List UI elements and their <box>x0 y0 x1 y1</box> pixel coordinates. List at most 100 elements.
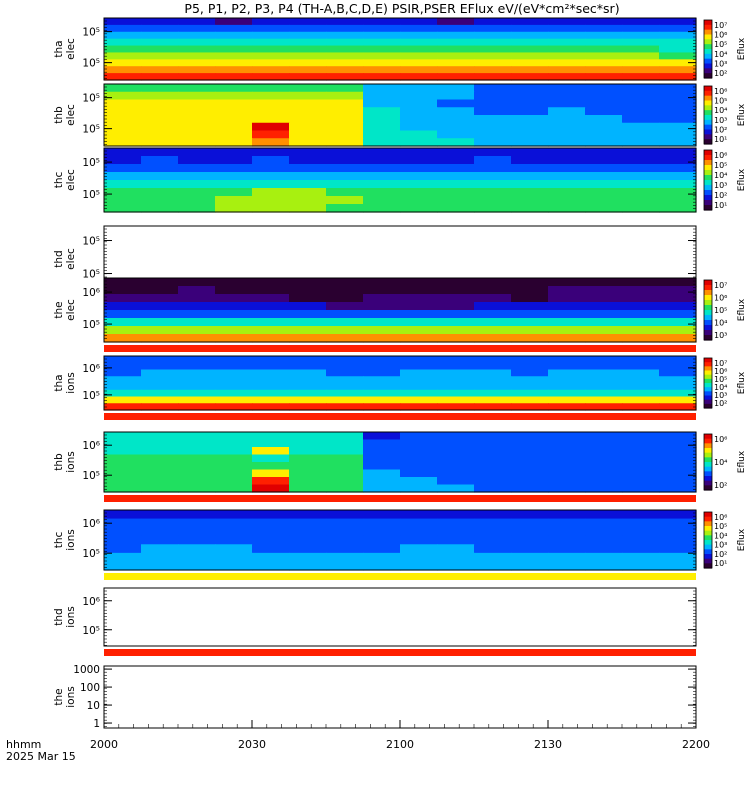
y-tick-label: 10⁵ <box>82 548 100 560</box>
heatmap-cell <box>178 73 216 81</box>
heatmap-cell <box>511 369 549 377</box>
heatmap-cell <box>252 38 290 47</box>
heatmap-cell <box>215 156 253 165</box>
heatmap-cell <box>659 204 697 213</box>
heatmap-cell <box>511 403 549 411</box>
colorbar-tick-label: 10⁷ <box>714 359 727 368</box>
heatmap-cell <box>363 518 401 528</box>
heatmap-cell <box>178 107 216 116</box>
colorbar-frame <box>703 511 713 569</box>
heatmap-cell <box>326 278 364 287</box>
heatmap-cell <box>141 510 179 520</box>
heatmap-cell <box>548 477 586 486</box>
heatmap-cell <box>252 362 290 371</box>
heatmap-cell <box>474 148 512 157</box>
heatmap-cell <box>252 122 290 132</box>
heatmap-cell <box>289 376 327 384</box>
probe-label: thd <box>53 608 65 625</box>
y-tick-label: 10⁶ <box>82 596 100 608</box>
heatmap-cell <box>511 148 549 157</box>
heatmap-cell <box>141 45 179 54</box>
colorbar-segment <box>704 457 712 463</box>
heatmap-cell <box>252 518 290 528</box>
heatmap-cell <box>622 148 660 157</box>
heatmap-cell <box>400 45 438 54</box>
colorbar-tick-label: 10⁵ <box>714 522 727 531</box>
heatmap-cell <box>659 356 697 364</box>
heatmap-cell <box>548 389 586 398</box>
heatmap-cell <box>178 389 216 398</box>
heatmap-cell <box>141 439 179 448</box>
heatmap-cell <box>326 544 364 554</box>
heatmap-cell <box>363 38 401 47</box>
heatmap-cell <box>400 130 438 139</box>
heatmap-cell <box>141 172 179 181</box>
heatmap-cell <box>474 376 512 384</box>
heatmap-cell <box>511 362 549 371</box>
heatmap-cell <box>363 552 401 563</box>
heatmap-cell <box>141 469 179 478</box>
heatmap-cell <box>511 462 549 471</box>
colorbar-tick-label: 10² <box>714 550 727 559</box>
heatmap-cell <box>400 469 438 478</box>
heatmap-cell <box>474 389 512 398</box>
heatmap-cell <box>141 180 179 189</box>
heatmap-cell <box>141 403 179 411</box>
heatmap-cell <box>585 66 623 74</box>
heatmap-cell <box>437 510 475 520</box>
heatmap-cell <box>622 99 660 108</box>
heatmap-cell <box>659 484 697 493</box>
heatmap-cell <box>289 107 327 116</box>
heatmap-cell <box>437 138 475 147</box>
heatmap-cell <box>511 91 549 101</box>
heatmap-cell <box>585 362 623 371</box>
heatmap-cell <box>363 561 401 571</box>
heatmap-cell <box>548 454 586 463</box>
y-tick-label: 1000 <box>73 664 100 676</box>
heatmap-cell <box>104 278 142 287</box>
heatmap-cell <box>178 188 216 197</box>
heatmap-cell <box>215 99 253 108</box>
heatmap-cell <box>289 99 327 108</box>
heatmap-cell <box>548 403 586 411</box>
heatmap-cell <box>363 52 401 60</box>
heatmap-cell <box>326 518 364 528</box>
heatmap-cell <box>511 45 549 54</box>
heatmap-cell <box>511 84 549 93</box>
heatmap-cell <box>326 99 364 108</box>
heatmap-cell <box>437 164 475 173</box>
heatmap-cell <box>511 356 549 364</box>
colorbar-segment <box>704 290 712 296</box>
heatmap-cell <box>437 552 475 563</box>
heatmap-cell <box>289 52 327 60</box>
heatmap-cell <box>511 164 549 173</box>
heatmap-cell <box>252 59 290 67</box>
heatmap-cell <box>548 164 586 173</box>
heatmap-cell <box>252 180 290 189</box>
species-label: elec <box>65 104 77 126</box>
heatmap-cell <box>474 527 512 537</box>
heatmap-cell <box>437 52 475 60</box>
heatmap-cell <box>215 396 253 404</box>
heatmap-cell <box>585 432 623 441</box>
heatmap-cell <box>363 130 401 139</box>
heatmap-cell <box>437 286 475 295</box>
heatmap-cell <box>622 130 660 139</box>
date-label: 2025 Mar 15 <box>6 750 76 763</box>
heatmap-cell <box>252 278 290 287</box>
heatmap-cell <box>141 561 179 571</box>
colorbar-tick-label: 10⁷ <box>714 21 727 30</box>
x-tick-label: 2030 <box>238 738 266 751</box>
heatmap-cell <box>474 369 512 377</box>
heatmap-cell <box>289 318 327 327</box>
heatmap-cell <box>104 462 142 471</box>
species-label: elec <box>65 299 77 321</box>
heatmap-cell <box>548 196 586 205</box>
y-tick-label: 10⁵ <box>82 157 100 169</box>
heatmap-cell <box>400 561 438 571</box>
heatmap-cell <box>104 403 142 411</box>
heatmap-cell <box>474 454 512 463</box>
heatmap-cell <box>585 286 623 295</box>
heatmap-cell <box>215 286 253 295</box>
